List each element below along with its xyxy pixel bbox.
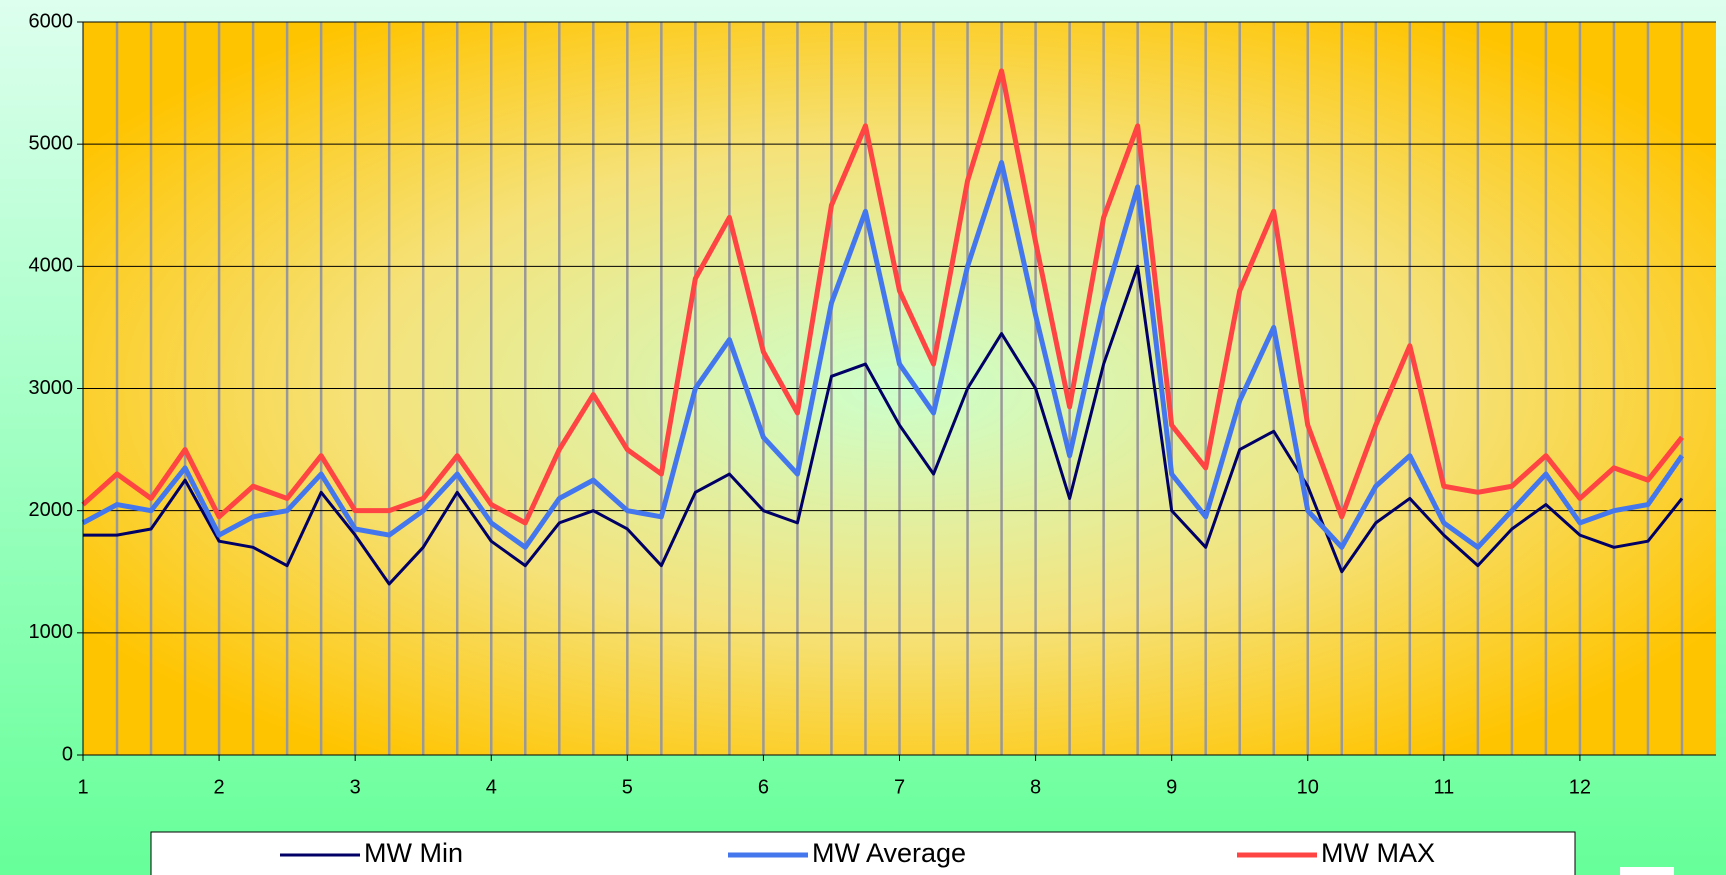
series-line: [83, 264, 1684, 586]
x-tick-label: 10: [1297, 776, 1319, 798]
legend-label: MW Average: [812, 838, 966, 868]
x-tick-label: 11: [1433, 776, 1454, 798]
decoration: [1620, 867, 1674, 875]
legend-label: MW MAX: [1321, 838, 1435, 868]
legend-label: MW Min: [364, 838, 463, 868]
x-tick-label: 12: [1569, 776, 1591, 798]
y-tick-label: 2000: [29, 499, 74, 521]
x-tick-label: 3: [350, 776, 361, 798]
y-tick-label: 5000: [29, 132, 74, 154]
legend-box: [150, 831, 1576, 875]
x-tick-label: 6: [758, 776, 769, 798]
y-tick-label: 0: [62, 743, 73, 765]
series-line: [81, 159, 1685, 550]
x-tick-label: 4: [486, 776, 497, 798]
x-tick-label: 8: [1030, 776, 1041, 798]
x-tick-label: 1: [77, 776, 88, 798]
x-tick-label: 5: [622, 776, 633, 798]
y-tick-label: 1000: [29, 621, 74, 643]
x-tick-label: 9: [1166, 776, 1177, 798]
y-tick-label: 4000: [29, 255, 74, 277]
x-tick-label: 2: [214, 776, 225, 798]
series-line: [81, 68, 1684, 526]
y-tick-label: 3000: [29, 377, 74, 399]
y-tick-label: 6000: [29, 10, 74, 32]
x-tick-label: 7: [894, 776, 905, 798]
